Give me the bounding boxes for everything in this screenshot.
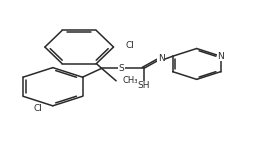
- Text: N: N: [217, 52, 224, 61]
- Text: CH₃: CH₃: [123, 76, 138, 85]
- Text: Cl: Cl: [33, 104, 42, 113]
- Text: S: S: [119, 64, 124, 73]
- Text: SH: SH: [138, 81, 150, 91]
- Text: N: N: [158, 54, 164, 63]
- Text: Cl: Cl: [125, 41, 134, 50]
